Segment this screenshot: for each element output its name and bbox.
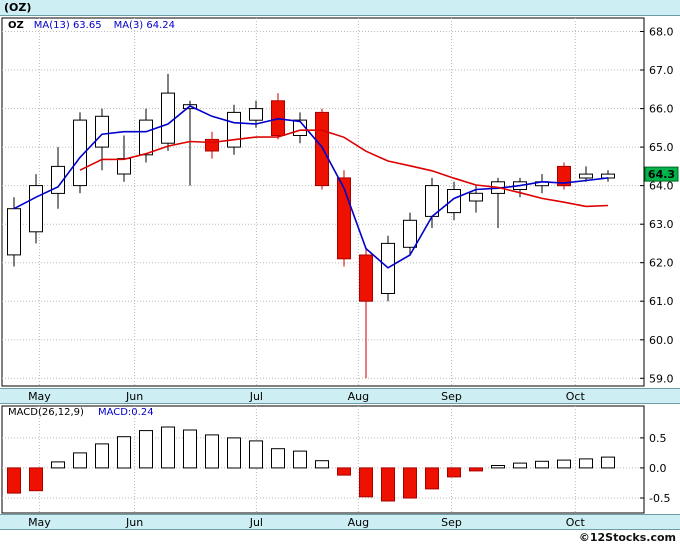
plot-border (1, 17, 645, 387)
macd-bar-negative (359, 467, 373, 498)
candle-up (117, 158, 131, 175)
legend-ma13: MA(13) 63.65 (33, 20, 102, 31)
last-price-badge (644, 166, 679, 182)
macd-bar-negative (447, 467, 461, 478)
y-axis-label: 61.0 (649, 295, 674, 308)
chart-title-bar: (OZ) (0, 0, 680, 16)
month-label: May (28, 390, 51, 403)
price-chart-legend: OZ MA(13) 63.65 MA(3) 64.24 (8, 20, 187, 31)
y-axis-label: 63.0 (649, 218, 674, 231)
y-axis-label: 66.0 (649, 103, 674, 116)
month-label: May (28, 516, 51, 529)
y-axis-label: 59.0 (649, 372, 674, 385)
y-axis-label: 0.0 (649, 462, 667, 475)
y-axis-label: 64.0 (649, 180, 674, 193)
candle-down (315, 111, 329, 187)
macd-legend: MACD(26,12,9) MACD:0.24 (8, 407, 154, 418)
macd-bar-negative (403, 467, 417, 499)
macd-bar-negative (337, 467, 351, 476)
macd-bar-positive (535, 460, 549, 469)
y-axis-label: 68.0 (649, 26, 674, 39)
candle-up (161, 92, 175, 144)
price-chart-canvas: 68.0 67.0 66.0 65.0 64.0 63.0 62.0 61.0 60.0 59.0… (1, 17, 679, 387)
y-axis-label: 62.0 (649, 257, 674, 270)
candle-down (205, 138, 219, 152)
legend-ma3: MA(3) 64.24 (113, 20, 176, 31)
macd-value: MACD:0.24 (97, 407, 154, 418)
macd-bar-positive (51, 461, 65, 469)
macd-bar-negative (29, 467, 43, 492)
macd-bar-positive (513, 462, 527, 469)
macd-bar-negative (7, 467, 21, 494)
macd-chart-panel: 0.5 0.0 -0.5 MACD(26,12,9) MACD:0.24 (0, 405, 680, 514)
watermark: ©12Stocks.com (0, 530, 680, 546)
month-label: Sep (441, 390, 462, 403)
macd-chart-canvas: 0.5 0.0 -0.5 (1, 405, 670, 514)
y-axis-label: 60.0 (649, 334, 674, 347)
month-label: Jul (249, 516, 263, 529)
candle-up (601, 173, 615, 179)
candle-down (557, 165, 571, 187)
candle-up (7, 208, 21, 256)
macd-bar-positive (271, 448, 285, 469)
y-axis-label: 0.5 (649, 432, 667, 445)
month-label: Aug (347, 390, 370, 403)
macd-bar-positive (557, 459, 571, 469)
macd-bar-positive (227, 437, 241, 469)
macd-bar-positive (73, 452, 87, 469)
macd-bar-positive (315, 460, 329, 469)
macd-bar-positive (161, 426, 175, 469)
macd-bar-positive (95, 443, 109, 469)
macd-bar-positive (139, 430, 153, 469)
month-label: Jun (126, 516, 144, 529)
last-price-text: 64.3 (648, 168, 675, 181)
month-label: Oct (565, 390, 585, 403)
macd-bar-positive (183, 429, 197, 469)
x-axis-months-bottom: May Jun Jul Aug Sep Oct (0, 514, 680, 530)
candle-up (227, 111, 241, 148)
y-axis-label: 67.0 (649, 64, 674, 77)
candle-up (249, 108, 263, 121)
month-label: Sep (441, 516, 462, 529)
candle-up (579, 173, 593, 179)
macd-bar-negative (469, 467, 483, 472)
candle-up (29, 185, 43, 233)
macd-bar-negative (381, 467, 395, 502)
candle-up (469, 192, 483, 202)
ticker-symbol: (OZ) (4, 1, 32, 14)
candle-up (51, 165, 65, 194)
macd-bar-negative (425, 467, 439, 490)
x-axis-months-top: May Jun Jul Aug Sep Oct (0, 388, 680, 404)
candle-up (447, 189, 461, 214)
macd-label: MACD(26,12,9) (8, 407, 84, 418)
macd-bar-positive (601, 456, 615, 469)
ma3-line (13, 105, 609, 269)
candle-up (139, 119, 153, 156)
macd-bar-positive (293, 450, 307, 469)
legend-symbol: OZ (8, 20, 24, 31)
candle-down (359, 254, 373, 302)
month-label: Jun (126, 390, 144, 403)
y-axis-label: -0.5 (649, 492, 670, 505)
candle-up (403, 219, 417, 248)
ma13-line (79, 129, 609, 208)
month-label: Oct (565, 516, 585, 529)
price-chart-panel: 68.0 67.0 66.0 65.0 64.0 63.0 62.0 61.0 60.0 59.0… (0, 16, 680, 388)
month-label: Aug (347, 516, 370, 529)
watermark-text: ©12Stocks.com (578, 531, 676, 544)
macd-bar-positive (249, 440, 263, 469)
macd-bar-positive (579, 458, 593, 469)
candle-up (95, 115, 109, 148)
macd-bar-positive (491, 465, 505, 469)
macd-bar-positive (205, 434, 219, 469)
y-axis-label: 65.0 (649, 141, 674, 154)
macd-bar-positive (117, 436, 131, 469)
month-label: Jul (249, 390, 263, 403)
